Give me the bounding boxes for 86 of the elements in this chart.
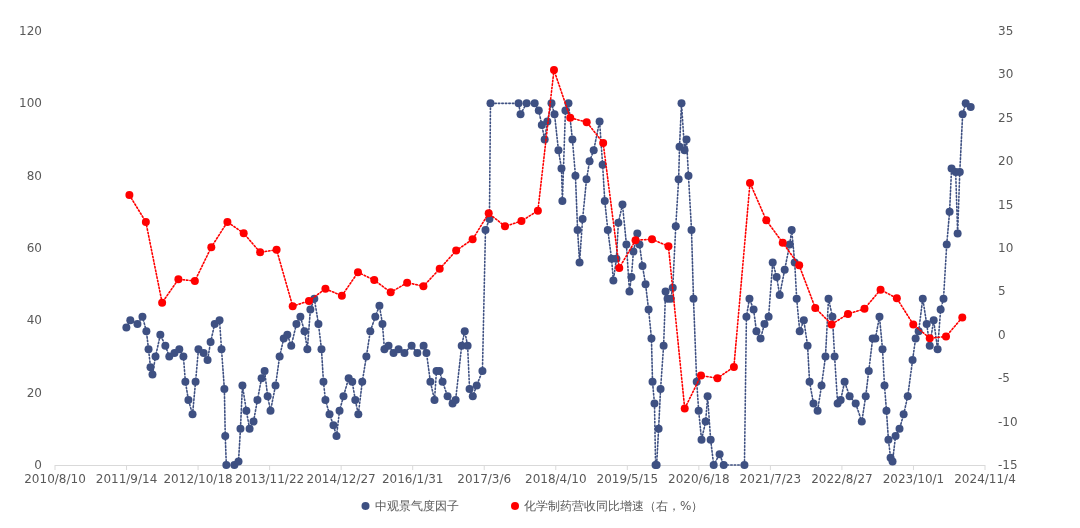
y-tick-label: 20 [26,385,42,400]
point [239,229,248,238]
point [729,362,738,371]
point [696,371,705,380]
point [468,235,477,244]
point [860,304,869,313]
point [158,298,167,307]
point [174,275,183,284]
x-tick-label: 2016/1/31 [381,472,444,486]
y2-tick-label: 15 [998,197,1014,212]
point [452,246,461,255]
y2-tick-label: 5 [998,284,1006,299]
x-tick-label: 2020/6/18 [668,472,730,486]
point [566,113,575,122]
point [892,294,901,303]
point [223,217,232,226]
point [746,178,754,187]
x-tick-label: 2017/3/6 [457,472,512,486]
x-tick-label: 2013/11/22 [235,472,305,486]
point [435,264,444,273]
y-tick-label: 60 [26,241,42,255]
point [762,216,771,225]
point [403,278,412,287]
point [844,309,852,318]
point [256,248,265,257]
y-tick-label: 120 [19,24,42,38]
point [615,263,624,272]
x-tick-label: 2012/10/18 [163,472,233,486]
legend-label: 化学制药营收同比增速（右，%） [524,499,704,513]
y2-tick-label: 30 [998,67,1014,82]
point [582,118,591,127]
point [664,242,673,251]
point [827,320,836,329]
point [141,217,150,226]
x-tick-label: 2021/7/23 [739,472,802,486]
y-tick-label: 40 [26,313,42,328]
point [288,302,297,311]
point [337,291,346,300]
x-tick-label: 2010/8/10 [24,472,86,486]
point [386,288,395,297]
x-tick-label: 2024/11/4 [954,472,1016,486]
point [925,334,934,343]
point [876,285,885,294]
y2-tick-label: 20 [998,154,1014,169]
point [942,332,951,341]
point [958,313,967,322]
point [125,191,134,200]
point [713,374,722,383]
point [631,236,640,245]
point [647,235,656,244]
y2-tick-label: 0 [998,327,1006,342]
point [549,66,558,75]
point [370,276,379,285]
point [207,243,216,252]
x-tick-label: 2019/5/15 [596,472,659,486]
x-tick-label: 2018/4/10 [525,472,587,486]
point [599,138,608,147]
y2-tick-label: 10 [998,241,1014,255]
legend-label: 中观景气度因子 [374,499,459,513]
y2-tick-label: -5 [998,371,1010,386]
point [533,206,542,215]
point [272,245,281,254]
point [680,404,689,413]
point [909,320,918,329]
point [190,276,199,285]
y2-tick-label: -15 [998,458,1018,472]
x-tick-label: 2023/10/1 [882,472,945,486]
point [321,284,330,293]
point [353,268,362,277]
y2-tick-label: 25 [998,110,1014,125]
point [795,261,804,270]
y-tick-label: 100 [19,96,42,111]
y-tick-label: 80 [26,168,42,183]
point [778,238,787,247]
point [517,217,526,226]
point [500,222,509,231]
point [304,296,313,305]
y2-tick-label: -10 [998,414,1018,429]
y-tick-label: 0 [34,458,42,472]
x-tick-label: 2011/9/14 [95,472,158,486]
x-tick-label: 2014/12/27 [306,472,376,486]
y2-tick-label: 35 [998,24,1014,38]
x-tick-label: 2022/8/27 [811,472,873,486]
point [811,303,820,312]
point [419,282,428,291]
point [484,209,493,218]
